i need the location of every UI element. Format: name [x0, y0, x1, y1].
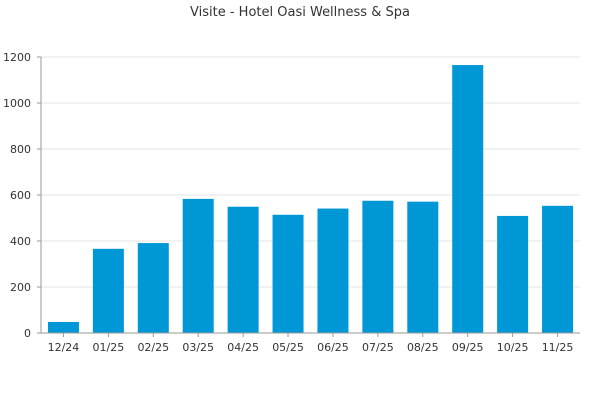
x-tick-label: 10/25 [497, 341, 529, 354]
axes [37, 56, 580, 337]
y-tick-label: 0 [24, 327, 31, 340]
x-tick-label: 05/25 [272, 341, 304, 354]
bar [362, 200, 394, 333]
y-tick-label: 600 [10, 189, 31, 202]
bar [542, 205, 574, 333]
x-tick-label: 11/25 [542, 341, 574, 354]
x-tick-label: 06/25 [317, 341, 349, 354]
x-tick-label: 08/25 [407, 341, 439, 354]
bar [227, 206, 259, 333]
chart-title: Visite - Hotel Oasi Wellness & Spa [190, 5, 410, 20]
bar [137, 243, 169, 333]
y-tick-label: 800 [10, 143, 31, 156]
x-tick-label: 01/25 [93, 341, 125, 354]
y-tick-label: 1000 [3, 97, 31, 110]
bar [92, 248, 124, 333]
x-tick-label: 04/25 [227, 341, 259, 354]
gridlines [41, 56, 580, 288]
x-tick-label: 03/25 [182, 341, 214, 354]
bar [407, 201, 439, 333]
y-tick-label: 1200 [3, 51, 31, 64]
bar [497, 215, 529, 333]
x-tick-labels: 12/24 01/25 02/25 03/25 04/25 05/25 06/25 07/25… [48, 341, 574, 354]
bar [47, 321, 79, 333]
x-tick-label: 02/25 [137, 341, 169, 354]
y-tick-labels: 0 200 400 600 800 1000 1200 [3, 51, 31, 340]
bar [272, 214, 304, 333]
bar [317, 208, 349, 333]
x-tick-label: 07/25 [362, 341, 394, 354]
x-tick-label: 12/24 [48, 341, 80, 354]
bar-series [47, 65, 574, 334]
y-tick-label: 400 [10, 235, 31, 248]
x-tick-label: 09/25 [452, 341, 484, 354]
y-tick-label: 200 [10, 281, 31, 294]
bar [182, 198, 214, 333]
bar [452, 65, 484, 334]
